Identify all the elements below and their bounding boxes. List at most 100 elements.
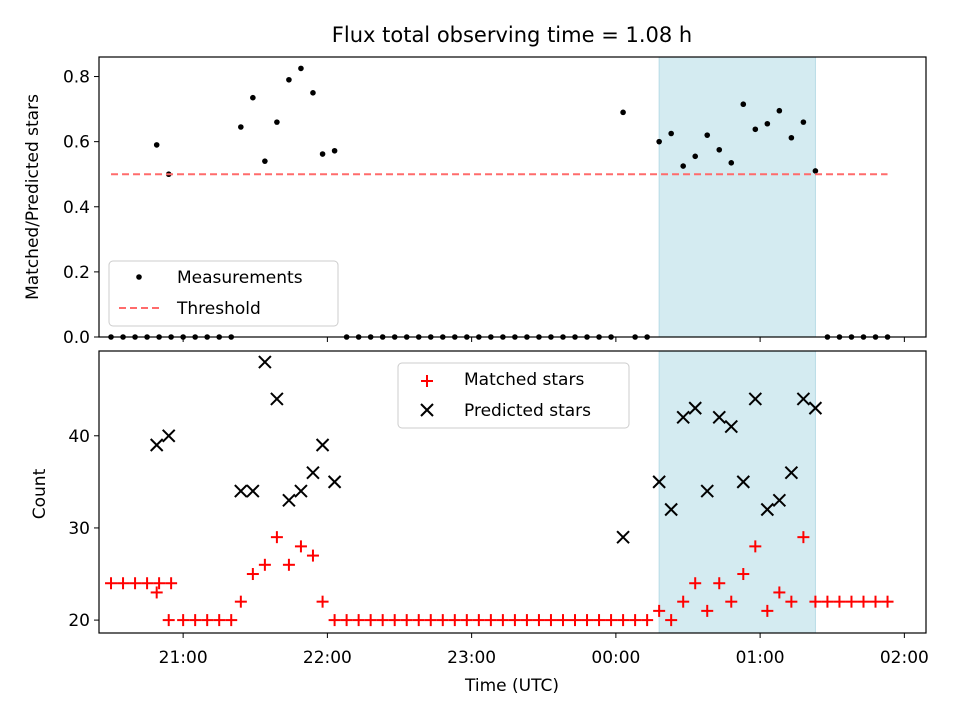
top-axes-frame <box>98 56 927 338</box>
top-shaded-region <box>658 56 816 338</box>
matched-stars-point <box>388 614 401 627</box>
predicted-stars-point <box>162 429 176 443</box>
matched-stars-point <box>162 614 175 627</box>
matched-stars-point <box>737 568 750 581</box>
matched-stars-point <box>460 614 473 627</box>
measurements-point <box>776 107 783 114</box>
matched-stars-point <box>436 614 449 627</box>
matched-stars-point <box>532 614 545 627</box>
bottom-x-tick-label: 23:00 <box>447 648 496 668</box>
matched-stars-point <box>306 549 319 562</box>
top-panel: 0.0 0.2 0.4 0.6 0.8 Flux total observing tim… <box>23 23 927 348</box>
predicted-stars-point <box>664 502 678 517</box>
matched-stars-point <box>556 614 569 627</box>
bottom-x-tick-label: 22:00 <box>303 648 352 668</box>
matched-stars-point <box>581 614 594 627</box>
measurements-point <box>153 142 160 148</box>
top-y-axis-label: Matched/Predicted stars <box>23 94 43 300</box>
legend-label-threshold: Threshold <box>176 299 261 319</box>
bottom-axes-frame <box>98 350 927 634</box>
matched-stars-point <box>189 614 202 627</box>
measurements-point <box>668 130 674 137</box>
matched-stars-point <box>328 614 341 627</box>
predicted-stars-point <box>736 475 750 489</box>
legend-marker-matched-stars <box>421 375 433 387</box>
measurements-point <box>620 109 626 116</box>
predicted-stars-point <box>724 419 738 434</box>
matched-stars-point <box>496 614 509 627</box>
matched-stars-point <box>448 614 461 627</box>
predicted-stars-point <box>234 484 248 498</box>
matched-stars-point <box>340 614 353 627</box>
measurements-point <box>704 132 711 138</box>
measurements-point <box>692 153 699 160</box>
predicted-stars-point <box>306 465 320 480</box>
predicted-stars-point <box>796 392 811 406</box>
predicted-stars-point <box>149 438 164 452</box>
matched-stars-point <box>569 614 582 627</box>
bottom-x-tick-label: 02:00 <box>880 648 929 668</box>
bottom-shaded-region <box>658 350 816 634</box>
matched-stars-point <box>508 614 521 627</box>
matched-stars-point <box>472 614 485 627</box>
matched-stars-point <box>484 614 497 627</box>
predicted-stars-point <box>712 410 726 425</box>
matched-stars-point <box>153 577 166 590</box>
matched-stars-point <box>201 614 214 627</box>
matched-stars-point <box>797 531 810 544</box>
predicted-stars-point <box>748 392 763 406</box>
matched-stars-point <box>665 614 678 627</box>
matched-stars-point <box>225 614 238 627</box>
predicted-stars-point <box>808 401 823 415</box>
matched-stars-point <box>177 614 190 627</box>
predicted-stars-point <box>784 465 799 480</box>
predicted-stars-point <box>688 401 702 415</box>
measurements-point <box>250 94 256 101</box>
matched-stars-point <box>593 614 606 627</box>
predicted-stars-point <box>315 438 330 452</box>
matched-stars-point <box>352 614 365 627</box>
matched-stars-point <box>773 586 786 599</box>
predicted-stars-point <box>258 355 272 369</box>
predicted-stars-point <box>616 530 630 544</box>
predicted-stars-point <box>246 484 260 498</box>
bottom-legend: Matched stars Predicted stars <box>397 362 630 429</box>
measurements-point <box>716 146 723 153</box>
measurements-point <box>262 158 268 164</box>
matched-stars-point <box>845 595 858 608</box>
matched-stars-point <box>400 614 413 627</box>
predicted-stars-point <box>294 484 308 498</box>
bottom-x-tick-label: 21:00 <box>159 648 208 668</box>
matched-stars-point <box>213 614 226 627</box>
predicted-stars-point <box>327 475 342 489</box>
legend-label-predicted-stars: Predicted stars <box>464 401 591 421</box>
matched-stars-point <box>424 614 437 627</box>
measurements-point <box>788 134 795 141</box>
legend-label-measurements: Measurements <box>177 268 303 288</box>
measurements-point <box>656 138 662 145</box>
predicted-stars-point <box>270 392 284 406</box>
x-axis-label: Time (UTC) <box>464 676 559 696</box>
matched-stars-point <box>105 577 118 590</box>
matched-stars-point <box>117 577 130 590</box>
measurements-point <box>274 119 280 125</box>
bottom-y-tick-label: 30 <box>68 519 90 539</box>
measurements-point <box>319 151 326 157</box>
measurements-point <box>764 120 771 127</box>
top-y-tick-label: 0.6 <box>63 133 90 153</box>
matched-stars-point <box>869 595 882 608</box>
matched-stars-point <box>857 595 870 608</box>
measurements-point <box>298 65 304 72</box>
matched-stars-point <box>809 595 822 608</box>
matched-stars-point <box>246 568 259 581</box>
matched-stars-point <box>129 577 142 590</box>
predicted-stars-point <box>700 484 714 498</box>
matched-stars-point <box>316 595 329 608</box>
matched-stars-point <box>150 586 163 599</box>
top-y-tick-label: 0.0 <box>63 328 90 348</box>
matched-stars-point <box>725 595 738 608</box>
chart-title: Flux total observing time = 1.08 h <box>332 23 692 47</box>
matched-stars-point <box>605 614 618 627</box>
measurements-point <box>680 163 686 169</box>
